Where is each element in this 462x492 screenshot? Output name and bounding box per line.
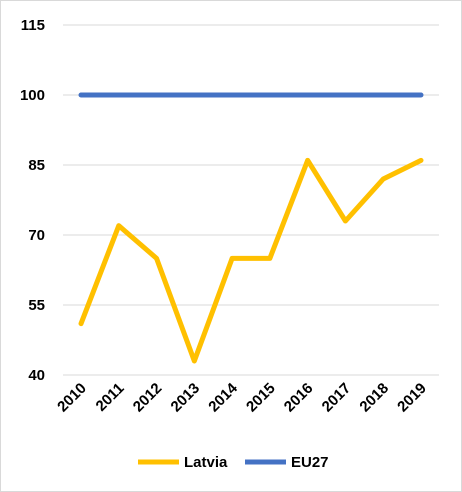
legend-label-latvia: Latvia (184, 454, 228, 471)
gridlines (63, 24, 439, 376)
x-tick-label: 2016 (281, 380, 317, 416)
x-tick-label: 2018 (356, 380, 392, 416)
x-tick-label: 2011 (93, 380, 128, 415)
x-tick-label: 2019 (394, 380, 430, 416)
y-tick-label: 55 (28, 297, 45, 314)
x-tick-label: 2013 (168, 380, 204, 416)
x-tick-label: 2012 (130, 380, 166, 416)
y-tick-label: 85 (28, 157, 45, 174)
y-axis-ticks: 40 55 70 85 100 115 (20, 17, 45, 384)
x-tick-label: 2017 (319, 380, 355, 416)
x-tick-label: 2014 (205, 379, 241, 415)
series-lines (78, 92, 424, 364)
x-tick-label: 2010 (54, 380, 90, 416)
legend: Latvia EU27 (138, 454, 329, 471)
y-tick-label: 70 (28, 227, 45, 244)
y-tick-label: 115 (21, 17, 45, 34)
x-tick-label: 2015 (243, 380, 279, 416)
y-tick-label: 40 (28, 367, 45, 384)
y-tick-label: 100 (20, 87, 45, 104)
x-axis-ticks: 2010 2011 2012 2013 2014 2015 2016 2017 2018 2019 (54, 379, 430, 415)
series-line-latvia (78, 157, 424, 364)
legend-label-eu27: EU27 (291, 454, 329, 471)
